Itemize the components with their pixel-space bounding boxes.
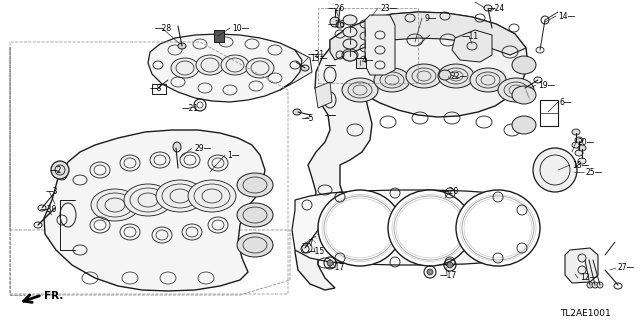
Ellipse shape <box>587 282 593 288</box>
Text: 19—: 19— <box>538 81 556 90</box>
Ellipse shape <box>124 184 172 216</box>
Bar <box>214 30 224 42</box>
Ellipse shape <box>343 27 357 37</box>
Text: —28: —28 <box>155 23 172 33</box>
Ellipse shape <box>512 86 536 104</box>
Ellipse shape <box>178 43 186 49</box>
Ellipse shape <box>498 78 534 102</box>
Ellipse shape <box>470 68 506 92</box>
Text: —7: —7 <box>302 238 314 247</box>
Text: 22—: 22— <box>450 71 467 81</box>
Text: —26: —26 <box>328 4 345 12</box>
Ellipse shape <box>336 22 344 28</box>
Polygon shape <box>315 82 332 108</box>
Polygon shape <box>44 130 265 291</box>
Text: TL2AE1001: TL2AE1001 <box>560 309 611 318</box>
Ellipse shape <box>343 39 357 49</box>
Ellipse shape <box>246 58 274 78</box>
Text: 1—: 1— <box>227 150 239 159</box>
Text: —3: —3 <box>46 188 58 196</box>
Ellipse shape <box>533 148 577 192</box>
Text: 4—: 4— <box>362 55 374 65</box>
Text: 29—: 29— <box>194 143 211 153</box>
Ellipse shape <box>592 282 598 288</box>
Bar <box>152 84 166 94</box>
Ellipse shape <box>343 15 357 25</box>
Text: 20—: 20— <box>578 138 595 147</box>
Text: —8: —8 <box>150 84 163 92</box>
Text: 12—: 12— <box>580 274 597 283</box>
Ellipse shape <box>447 262 453 268</box>
Ellipse shape <box>293 109 301 115</box>
Ellipse shape <box>578 158 586 164</box>
Ellipse shape <box>156 180 204 212</box>
Ellipse shape <box>572 142 580 148</box>
Ellipse shape <box>575 137 583 143</box>
Ellipse shape <box>51 161 69 179</box>
Ellipse shape <box>196 55 224 75</box>
Text: —16: —16 <box>328 20 345 28</box>
Text: FR.: FR. <box>44 291 63 301</box>
Text: 10—: 10— <box>232 23 249 33</box>
Text: 14—: 14— <box>558 12 575 20</box>
Text: —17: —17 <box>328 263 345 273</box>
Polygon shape <box>452 30 492 62</box>
Text: 25—: 25— <box>586 167 604 177</box>
Ellipse shape <box>237 173 273 197</box>
Text: —17: —17 <box>440 270 457 279</box>
Ellipse shape <box>237 203 273 227</box>
Text: 18—: 18— <box>572 161 589 170</box>
Ellipse shape <box>330 17 340 27</box>
Ellipse shape <box>597 282 603 288</box>
Ellipse shape <box>388 190 472 266</box>
Text: —5: —5 <box>302 114 314 123</box>
Ellipse shape <box>578 145 586 151</box>
Text: —30: —30 <box>40 205 58 214</box>
Text: —21: —21 <box>182 103 199 113</box>
Ellipse shape <box>318 190 402 266</box>
Text: 9—: 9— <box>424 13 436 22</box>
Text: 6—: 6— <box>560 98 573 107</box>
Ellipse shape <box>512 56 536 74</box>
Polygon shape <box>280 50 312 90</box>
Text: 23—: 23— <box>380 4 397 12</box>
Polygon shape <box>292 190 530 265</box>
Text: —24: —24 <box>488 4 505 12</box>
Ellipse shape <box>171 58 199 78</box>
Bar <box>540 100 558 126</box>
Bar <box>318 8 418 83</box>
Ellipse shape <box>91 189 139 221</box>
Ellipse shape <box>188 180 236 212</box>
Polygon shape <box>565 248 598 283</box>
Text: —11: —11 <box>462 31 479 41</box>
Polygon shape <box>295 12 528 290</box>
Ellipse shape <box>512 116 536 134</box>
Ellipse shape <box>456 190 540 266</box>
Text: —20: —20 <box>442 188 460 196</box>
Ellipse shape <box>406 64 442 88</box>
Ellipse shape <box>301 65 309 71</box>
Text: —21: —21 <box>308 50 325 59</box>
Ellipse shape <box>427 269 433 275</box>
Ellipse shape <box>575 150 583 156</box>
Ellipse shape <box>572 129 580 135</box>
Bar <box>356 58 366 68</box>
Ellipse shape <box>221 55 249 75</box>
Ellipse shape <box>342 78 378 102</box>
Polygon shape <box>365 15 395 75</box>
Text: —2: —2 <box>50 165 62 174</box>
Ellipse shape <box>237 233 273 257</box>
Text: —15: —15 <box>308 247 325 257</box>
Polygon shape <box>148 34 302 102</box>
Ellipse shape <box>343 51 357 61</box>
Ellipse shape <box>173 142 181 152</box>
Text: 13—: 13— <box>310 53 327 62</box>
Text: 27—: 27— <box>618 263 636 273</box>
Ellipse shape <box>327 260 333 266</box>
Ellipse shape <box>439 70 451 80</box>
Ellipse shape <box>438 64 474 88</box>
Polygon shape <box>330 12 526 60</box>
Ellipse shape <box>374 68 410 92</box>
